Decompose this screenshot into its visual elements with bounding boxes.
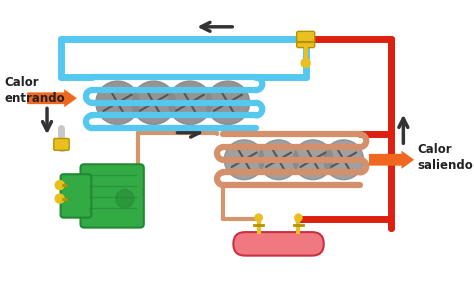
FancyArrow shape [369,151,414,169]
Circle shape [96,81,139,125]
FancyBboxPatch shape [81,164,144,228]
Text: Calor
saliendo: Calor saliendo [418,144,474,173]
FancyBboxPatch shape [297,31,315,48]
FancyArrow shape [27,89,77,107]
Circle shape [116,190,134,208]
Text: Calor
entrando: Calor entrando [5,76,65,105]
Circle shape [206,81,250,125]
Circle shape [132,81,175,125]
Circle shape [259,140,299,180]
FancyBboxPatch shape [54,139,69,150]
Circle shape [55,181,64,190]
Circle shape [168,81,211,125]
Circle shape [301,59,310,67]
Circle shape [55,194,64,203]
FancyBboxPatch shape [233,232,324,256]
FancyBboxPatch shape [61,174,91,218]
Circle shape [295,214,302,221]
Circle shape [255,214,262,221]
Circle shape [324,140,364,180]
Circle shape [224,140,264,180]
Circle shape [293,140,333,180]
